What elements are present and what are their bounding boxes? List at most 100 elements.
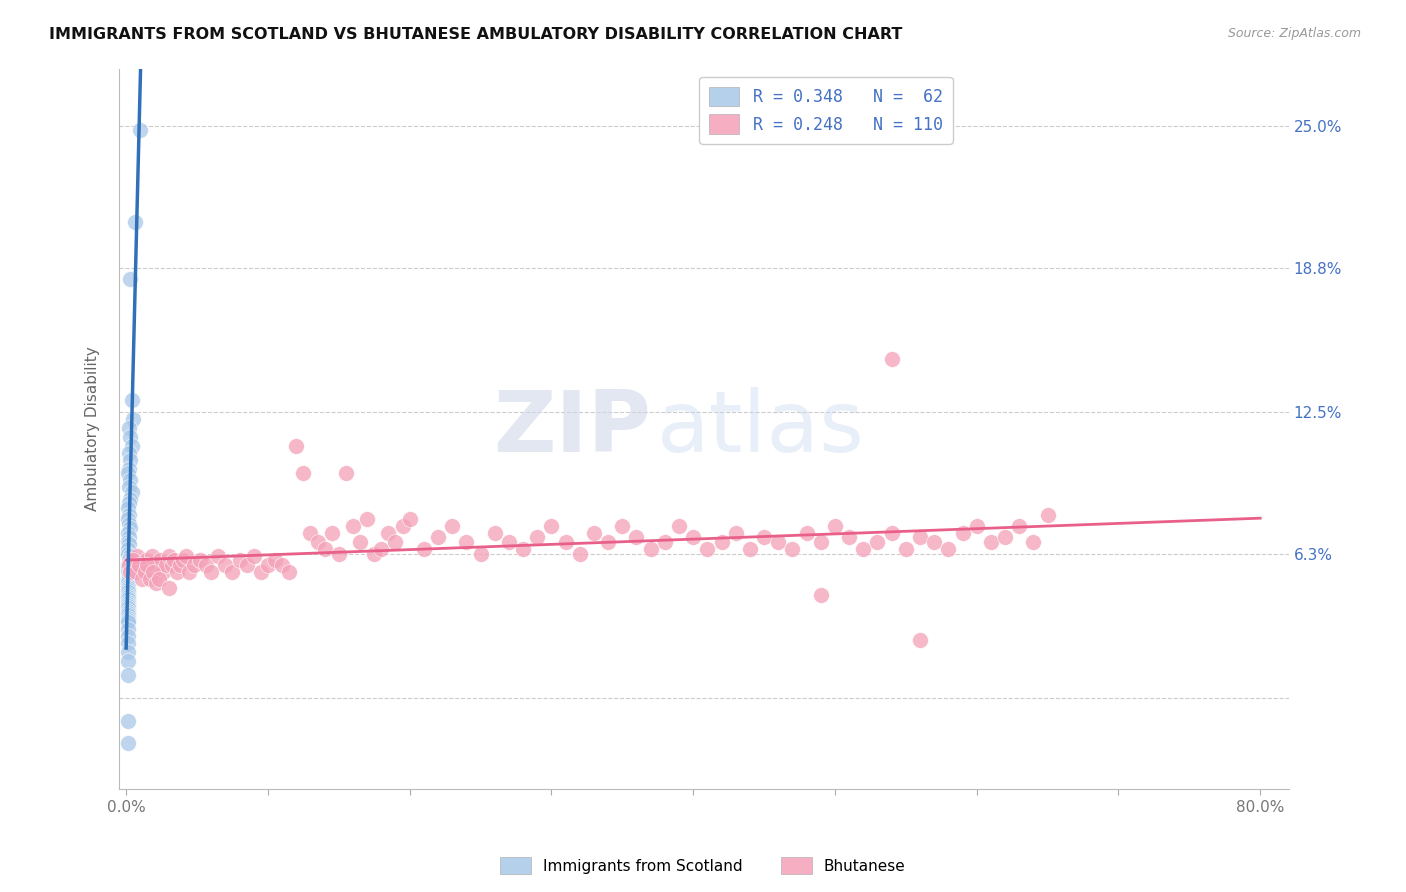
Point [118, 420, 141, 434]
Point [117, 547, 139, 561]
Point [129, 123, 152, 137]
Point [174, 549, 197, 563]
Point [314, 541, 336, 556]
Point [626, 531, 648, 545]
Point [146, 558, 169, 572]
Point [120, 272, 142, 286]
Point [782, 541, 804, 556]
Point [922, 535, 945, 549]
Point [299, 525, 322, 540]
Point [118, 446, 141, 460]
Point [582, 525, 605, 540]
Point [122, 553, 145, 567]
Point [654, 535, 676, 549]
Point [117, 615, 139, 629]
Point [384, 535, 406, 549]
Point [221, 565, 243, 579]
Point [696, 541, 718, 556]
Point [866, 535, 889, 549]
Point [155, 558, 177, 572]
Point [880, 352, 903, 367]
Point [117, 585, 139, 599]
Point [568, 547, 591, 561]
Point [710, 535, 733, 549]
Y-axis label: Ambulatory Disability: Ambulatory Disability [86, 346, 100, 511]
Point [117, 622, 139, 636]
Point [456, 535, 478, 549]
Point [908, 633, 931, 648]
Point [117, 467, 139, 481]
Point [512, 541, 534, 556]
Point [117, 714, 139, 728]
Point [172, 553, 194, 567]
Point [391, 519, 413, 533]
Point [824, 519, 846, 533]
Point [738, 541, 761, 556]
Point [117, 636, 139, 650]
Point [117, 654, 139, 668]
Point [321, 525, 343, 540]
Point [120, 473, 142, 487]
Point [117, 541, 139, 556]
Point [441, 519, 464, 533]
Point [768, 535, 790, 549]
Point [160, 558, 183, 572]
Point [120, 452, 142, 467]
Point [149, 553, 172, 567]
Point [117, 599, 139, 614]
Point [121, 484, 143, 499]
Point [228, 553, 250, 567]
Point [554, 535, 576, 549]
Point [131, 572, 153, 586]
Point [540, 519, 562, 533]
Point [640, 541, 662, 556]
Text: IMMIGRANTS FROM SCOTLAND VS BHUTANESE AMBULATORY DISABILITY CORRELATION CHART: IMMIGRANTS FROM SCOTLAND VS BHUTANESE AM… [49, 27, 903, 42]
Point [139, 572, 162, 586]
Point [169, 558, 191, 572]
Point [117, 604, 139, 618]
Point [682, 531, 704, 545]
Point [1008, 519, 1031, 533]
Point [157, 549, 180, 563]
Point [141, 549, 163, 563]
Point [117, 590, 139, 604]
Point [752, 531, 775, 545]
Point [242, 549, 264, 563]
Point [121, 439, 143, 453]
Point [152, 565, 174, 579]
Point [363, 547, 385, 561]
Point [349, 535, 371, 549]
Point [194, 558, 217, 572]
Point [427, 531, 450, 545]
Point [117, 608, 139, 623]
Point [796, 525, 818, 540]
Point [117, 558, 139, 572]
Point [470, 547, 492, 561]
Point [207, 549, 229, 563]
Text: Source: ZipAtlas.com: Source: ZipAtlas.com [1227, 27, 1361, 40]
Point [121, 393, 143, 408]
Point [235, 558, 257, 572]
Point [157, 581, 180, 595]
Point [117, 578, 139, 592]
Point [117, 535, 139, 549]
Point [880, 525, 903, 540]
Point [1022, 535, 1045, 549]
Point [117, 565, 139, 579]
Point [120, 491, 142, 506]
Point [121, 553, 143, 567]
Point [117, 576, 139, 591]
Point [117, 629, 139, 643]
Point [598, 535, 620, 549]
Point [148, 572, 170, 586]
Point [163, 553, 186, 567]
Point [117, 572, 139, 586]
Point [118, 553, 141, 567]
Point [117, 574, 139, 588]
Point [118, 537, 141, 551]
Point [117, 500, 139, 515]
Point [117, 560, 139, 574]
Point [118, 480, 141, 494]
Point [952, 525, 974, 540]
Point [724, 525, 747, 540]
